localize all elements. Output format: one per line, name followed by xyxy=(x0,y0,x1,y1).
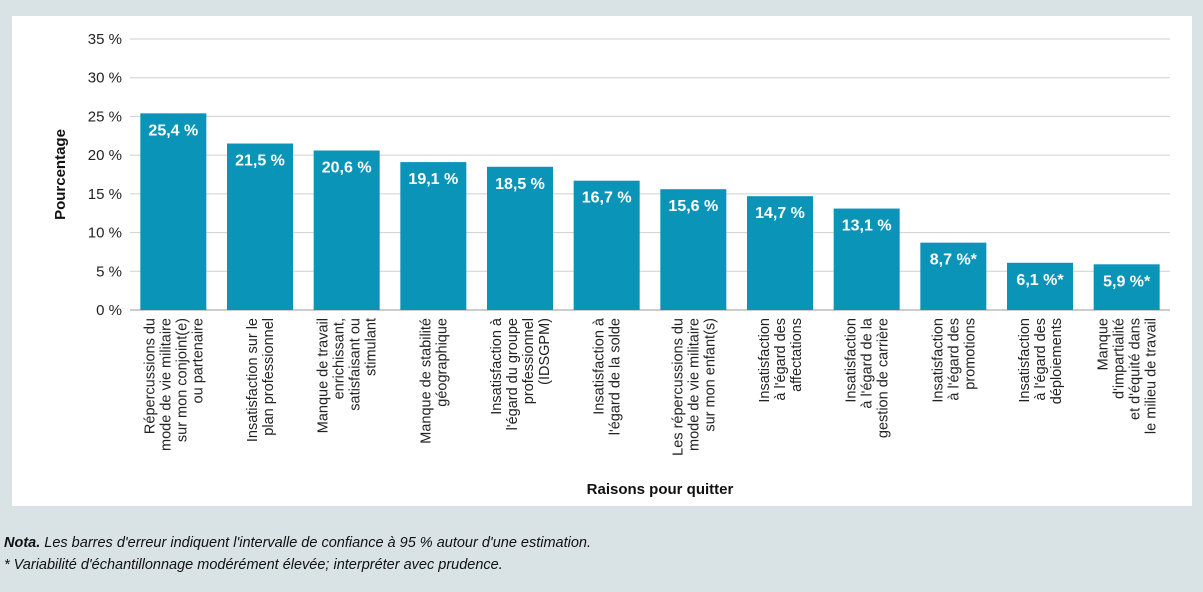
bar xyxy=(660,189,727,310)
y-axis-label: Pourcentage xyxy=(52,129,69,220)
x-category-label: plan professionnel xyxy=(261,318,277,436)
x-axis-label: Raisons pour quitter xyxy=(587,481,734,498)
x-category-label: le milieu de travail xyxy=(1144,318,1160,434)
x-category-label: enrichissant, xyxy=(332,318,348,399)
x-category-label: l'égard du groupe xyxy=(505,318,521,430)
x-category-label: stimulant xyxy=(364,318,380,376)
y-tick-label: 15 % xyxy=(88,186,122,203)
x-category-label: Les répercussions du xyxy=(670,318,686,456)
bar xyxy=(1093,264,1160,310)
nota-text: Les barres d'erreur indiquent l'interval… xyxy=(40,535,592,551)
y-tick-label: 20 % xyxy=(88,147,122,164)
x-category-label: et d'équité dans xyxy=(1128,318,1144,420)
x-category-label: affectations xyxy=(789,318,805,392)
x-category-label: Manque xyxy=(1096,318,1112,370)
x-category-label: Insatisfaction xyxy=(844,318,860,403)
y-tick-label: 30 % xyxy=(88,70,122,87)
bar-value-label: 19,1 % xyxy=(408,171,458,188)
x-category-label: Manque de travail xyxy=(316,318,332,433)
y-tick-label: 35 % xyxy=(88,31,122,48)
bar-value-label: 15,6 % xyxy=(668,198,718,215)
figure-caption xyxy=(0,0,1203,16)
x-category-label: mode de vie militaire xyxy=(158,318,174,451)
x-category-label: promotions xyxy=(962,318,978,390)
x-category-label: gestion de carrière xyxy=(876,318,892,438)
y-tick-label: 5 % xyxy=(96,263,122,280)
bar-value-label: 21,5 % xyxy=(235,153,285,170)
x-category-label: professionnel xyxy=(521,318,537,404)
nota-label: Nota. xyxy=(4,535,41,551)
bar xyxy=(227,143,293,310)
y-tick-label: 25 % xyxy=(88,108,122,125)
bar-value-label: 13,1 % xyxy=(842,218,892,235)
x-category-label: Insatisfaction xyxy=(757,318,773,403)
x-category-label: sur mon enfant(s) xyxy=(702,318,718,432)
x-category-label: déploiements xyxy=(1049,318,1065,404)
bar xyxy=(313,150,380,310)
x-category-label: à l'égard de la xyxy=(860,317,876,409)
bar-value-label: 20,6 % xyxy=(322,159,372,176)
bar xyxy=(487,166,553,310)
x-category-label: ou partenaire xyxy=(190,318,206,403)
bar xyxy=(747,196,813,310)
bar-value-label: 14,7 % xyxy=(755,205,805,222)
bar-value-label: 6,1 %* xyxy=(1016,272,1064,289)
chart-panel: 0 % 5 % 10 % 15 % 20 % 25 % 30 % 35 % Pourcentag… xyxy=(12,16,1192,506)
bar-value-label: 18,5 % xyxy=(495,176,545,193)
x-category-label: d'impartialité xyxy=(1112,318,1128,399)
x-category-label: à l'égard des xyxy=(773,318,789,401)
bar xyxy=(573,180,640,310)
x-category-label: l'égard de la solde xyxy=(608,318,624,435)
x-category-label: Insatisfaction sur le xyxy=(245,318,261,442)
x-category-label: Insatisfaction xyxy=(930,318,946,403)
x-category-label: (IDSGPM) xyxy=(537,318,553,385)
y-tick-label: 0 % xyxy=(96,302,122,319)
bar xyxy=(1007,262,1073,310)
bar-value-label: 8,7 %* xyxy=(930,252,978,269)
bar-chart: 0 % 5 % 10 % 15 % 20 % 25 % 30 % 35 % Pourcentag… xyxy=(52,31,1170,498)
bar-value-label: 5,9 %* xyxy=(1103,273,1151,290)
x-category-label: mode de vie militaire xyxy=(686,318,702,451)
x-category-label: à l'égard des xyxy=(1033,318,1049,401)
y-tick-label: 10 % xyxy=(88,225,122,242)
x-category-label: satisfaisant ou xyxy=(348,318,364,411)
x-category-label: géographique xyxy=(434,318,450,407)
x-category-label: Insatisfaction à xyxy=(489,317,505,415)
x-category-label: sur mon conjoint(e) xyxy=(174,318,190,442)
x-category-label: à l'égard des xyxy=(946,318,962,401)
bar xyxy=(833,208,900,310)
x-category-label: Répercussions du xyxy=(142,318,158,434)
bar xyxy=(400,162,467,310)
bar-value-label: 16,7 % xyxy=(582,190,632,207)
bar xyxy=(920,242,987,310)
x-category-label: Manque de stabilité xyxy=(418,318,434,444)
bar-value-label: 25,4 % xyxy=(148,122,198,139)
x-category-label: Insatisfaction à xyxy=(592,317,608,415)
chart-notes: Nota. Les barres d'erreur indiquent l'in… xyxy=(4,532,1194,576)
bar xyxy=(140,113,207,311)
asterisk-note: * Variabilité d'échantillonnage modéréme… xyxy=(4,557,503,573)
nota-line: Nota. Les barres d'erreur indiquent l'in… xyxy=(4,532,1194,554)
x-category-label: Insatisfaction xyxy=(1017,318,1033,403)
